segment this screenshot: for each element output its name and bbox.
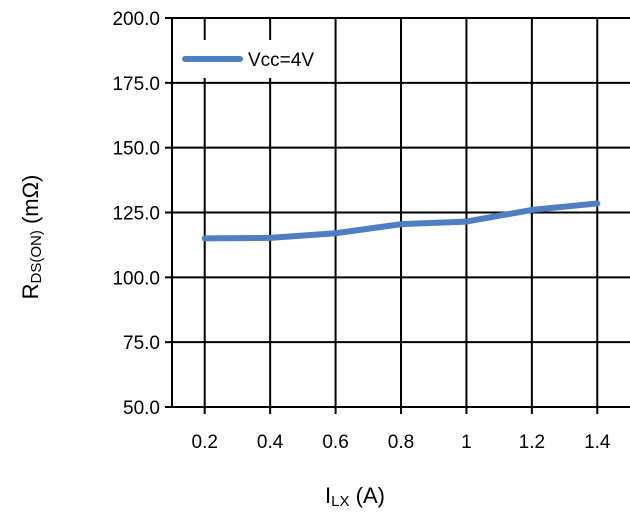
x-tick-label: 0.2 (192, 432, 218, 453)
series (201, 200, 601, 242)
y-tick-label: 175.0 (112, 74, 160, 95)
legend-label: Vcc=4V (248, 50, 314, 71)
y-tick-label: 75.0 (123, 333, 160, 354)
x-tick-label: 0.6 (322, 432, 348, 453)
y-axis-title-sub: DS(ON) (28, 230, 45, 283)
x-tick-label: 0.4 (257, 432, 284, 453)
x-tick-label: 1.4 (584, 432, 611, 453)
x-axis-title: ILX (A) (325, 483, 385, 510)
y-axis-title-unit: (mΩ) (18, 175, 43, 231)
y-axis-title-main: R (18, 283, 43, 299)
x-axis-title-unit: (A) (350, 483, 385, 508)
y-tick-label: 200.0 (112, 9, 160, 30)
x-tick-label: 0.8 (388, 432, 414, 453)
series-line (201, 200, 601, 242)
x-axis-title-sub: LX (331, 493, 349, 510)
axes (165, 17, 630, 414)
y-axis-title: RDS(ON) (mΩ) (18, 175, 45, 300)
x-tick-label: 1.2 (519, 432, 545, 453)
x-axis-title-main: I (325, 483, 331, 508)
y-tick-label: 50.0 (123, 398, 160, 419)
tick-labels: 50.0 75.0 100.0 125.0 150.0 175.0 200.0 0.2 0.4 0… (112, 9, 610, 453)
y-tick-label: 100.0 (112, 268, 160, 289)
x-tick-label: 1 (461, 432, 472, 453)
legend: Vcc=4V (176, 40, 330, 78)
y-tick-label: 150.0 (112, 139, 160, 160)
y-tick-label: 125.0 (112, 204, 160, 225)
